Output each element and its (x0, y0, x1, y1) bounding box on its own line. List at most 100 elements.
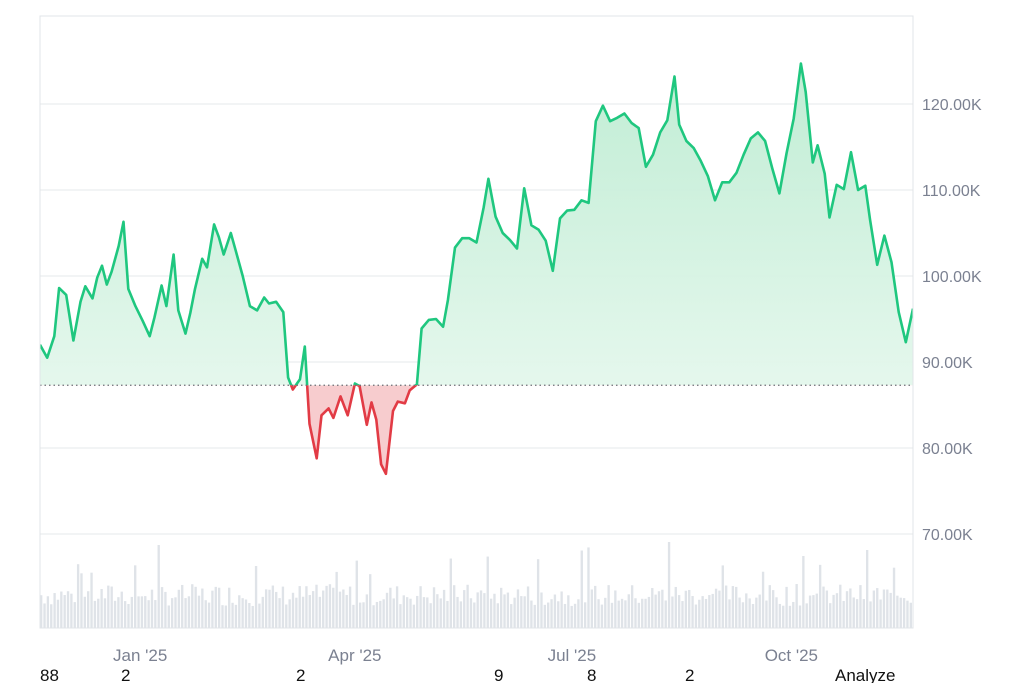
volume-bar (66, 591, 70, 628)
volume-bar (268, 589, 271, 628)
volume-bar (392, 598, 395, 628)
volume-bar (214, 586, 217, 628)
volume-bar (372, 605, 375, 628)
volume-bar (382, 599, 385, 628)
volume-bar (738, 597, 741, 628)
volume-bar (768, 585, 771, 628)
bottom-row-value: 9 (494, 666, 503, 683)
volume-bar (698, 599, 701, 628)
volume-bar (473, 602, 476, 628)
volume-bar (788, 605, 792, 628)
volume-bar (385, 592, 389, 628)
volume-bar (436, 594, 439, 628)
analyze-link[interactable]: Analyze (835, 666, 895, 685)
volume-bar (241, 598, 244, 628)
volume-bar (248, 602, 251, 628)
volume-bar (258, 603, 261, 628)
volume-bar (53, 593, 56, 628)
volume-bar (641, 598, 644, 628)
volume-bar (402, 595, 405, 628)
volume-bar (493, 593, 496, 628)
volume-bar (422, 597, 426, 628)
volume-bar (500, 587, 503, 628)
volume-bar (157, 545, 160, 628)
volume-bar (150, 589, 154, 628)
bottom-row: 88 2 2 9 8 2 Analyze (40, 666, 895, 685)
volume-bar (839, 584, 842, 628)
volume-bar (308, 595, 311, 628)
volume-bar (63, 595, 66, 628)
bottom-row-value: 2 (296, 666, 305, 683)
volume-bar (90, 572, 93, 628)
volume-bar (409, 598, 412, 628)
volume-bar (782, 605, 785, 628)
volume-bar (771, 590, 775, 628)
volume-bar (83, 596, 87, 628)
y-tick-label: 100.00K (922, 269, 982, 286)
volume-bar (896, 595, 899, 628)
volume-bar (728, 599, 731, 628)
volume-bar (452, 585, 456, 628)
volume-bar (594, 585, 597, 628)
volume-bar (332, 587, 335, 628)
volume-bar (140, 596, 144, 628)
y-tick-label: 90.00K (922, 355, 973, 372)
volume-bar (651, 588, 654, 628)
volume-bar (567, 595, 570, 628)
bottom-row-value: 2 (685, 666, 694, 683)
plot-border (39, 15, 914, 629)
volume-bar (305, 586, 308, 628)
volume-bar (244, 599, 248, 628)
volume-bar (882, 589, 886, 628)
volume-bar (909, 602, 912, 628)
volume-bar (849, 588, 852, 628)
volume-bar (671, 596, 674, 628)
volume-bar (389, 587, 392, 628)
volume-bar (694, 604, 698, 628)
volume-bar (855, 599, 859, 628)
plot-frame (39, 15, 914, 629)
volume-bar (664, 600, 667, 628)
volume-bar (117, 597, 120, 628)
bottom-row-value: 2 (121, 666, 130, 683)
volume-bar (889, 592, 892, 628)
volume-bar (93, 600, 97, 628)
volume-bar (587, 547, 590, 628)
volume-bar (134, 565, 137, 628)
volume-bar (503, 594, 506, 628)
volume-bar (426, 597, 429, 628)
volume-bar (107, 585, 110, 628)
volume-bar (348, 586, 352, 628)
volume-bar (489, 598, 493, 628)
volume-bar (278, 598, 281, 628)
volume-bar (46, 596, 50, 628)
volume-bar (583, 602, 587, 628)
volume-bar (335, 571, 338, 628)
volume-bar (902, 598, 906, 628)
volume-bar (164, 591, 167, 628)
y-tick-label: 120.00K (922, 97, 982, 114)
volume-bar (281, 586, 285, 628)
volume-bar (775, 597, 778, 628)
volume-bar (580, 550, 583, 628)
volume-bar (395, 586, 399, 628)
volume-bar (291, 592, 295, 628)
volume-bar (194, 586, 197, 628)
volume-bar (876, 588, 879, 628)
volume-bar (338, 591, 342, 628)
volume-bar (446, 600, 449, 628)
volume-bar (600, 604, 604, 628)
volume-bar (191, 584, 194, 628)
volume-bar (795, 584, 798, 628)
volume-bar (892, 567, 896, 628)
volume-bar (536, 559, 540, 628)
volume-bar (399, 604, 402, 628)
volume-bar (657, 591, 661, 628)
volume-bar (479, 590, 483, 628)
volume-bar (758, 594, 761, 628)
volume-bar (73, 602, 76, 628)
volume-bar (513, 597, 516, 628)
volume-bar (553, 594, 557, 628)
